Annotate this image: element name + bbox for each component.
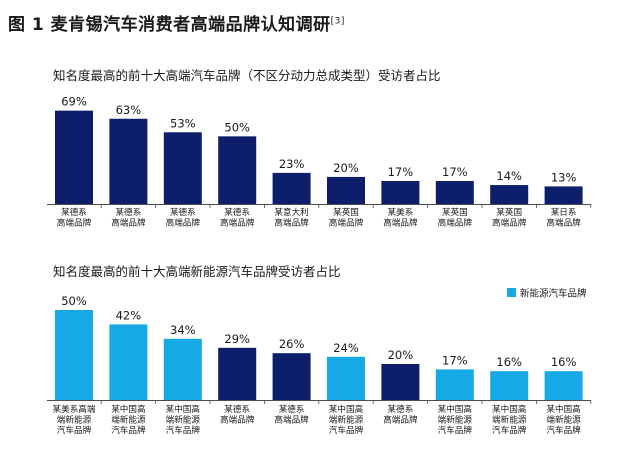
figure-title: 图 1 麦肯锡汽车消费者高端品牌认知调研[3] <box>8 15 345 35</box>
chart2-data-label: 16% <box>496 355 522 369</box>
chart1-data-label: 50% <box>224 120 250 134</box>
chart1-bar <box>435 180 474 204</box>
chart1-category-label: 某英国高端品牌 <box>329 206 364 229</box>
chart1-bar <box>218 136 257 204</box>
chart1-category-label: 某美系高端品牌 <box>383 206 418 229</box>
chart2-bar <box>55 310 93 400</box>
chart1-category-label: 某德系高端品牌 <box>57 206 92 229</box>
chart1-data-label: 17% <box>442 165 468 179</box>
chart2-category-label: 某中国高端新能源汽车品牌 <box>546 403 581 436</box>
chart1-bar <box>272 172 311 204</box>
chart2-category-label: 某中国高端新能源汽车品牌 <box>166 403 201 436</box>
chart1-bar <box>163 132 202 204</box>
chart2-category-label: 某德系高端品牌 <box>274 403 309 426</box>
chart1-data-label: 23% <box>279 157 305 171</box>
chart2-data-label: 42% <box>116 308 142 322</box>
chart1-data-label: 14% <box>496 169 522 183</box>
chart1-category-label: 某德系高端品牌 <box>111 206 146 229</box>
chart2-title: 知名度最高的前十大高端新能源汽车品牌受访者占比 <box>53 264 341 279</box>
chart1-data-label: 20% <box>333 161 359 175</box>
chart2-bar <box>544 371 583 400</box>
chart1-bar <box>55 110 93 204</box>
chart2-bar <box>218 347 257 400</box>
chart2-category-label: 某美系高端端新能源汽车品牌 <box>53 403 96 436</box>
chart2-category-label: 某中国高端新能源汽车品牌 <box>492 403 527 436</box>
chart2-bar <box>327 356 365 400</box>
chart2-bar <box>272 353 311 400</box>
chart2-data-label: 24% <box>333 341 359 355</box>
chart2-category-label: 某中国高端新能源汽车品牌 <box>438 403 473 436</box>
chart2-data-label: 34% <box>170 323 196 337</box>
figure-reference: [3] <box>330 16 345 27</box>
chart2-data-label: 29% <box>224 332 250 346</box>
chart1-data-label: 53% <box>170 116 196 130</box>
chart2-category-label: 某德系高端品牌 <box>383 403 418 426</box>
chart2-bar <box>109 324 148 400</box>
chart2-category-label: 某中国高端新能源汽车品牌 <box>329 403 364 436</box>
chart2-category-label: 某德系高端品牌 <box>220 403 255 426</box>
chart1-bar <box>109 118 148 204</box>
chart1-data-label: 63% <box>116 103 142 117</box>
chart2-bar <box>435 369 474 400</box>
chart1-data-label: 13% <box>551 170 577 184</box>
chart1-bar <box>490 185 529 204</box>
chart1-data-label: 69% <box>61 95 87 109</box>
chart1-category-label: 某英国高端品牌 <box>438 206 473 229</box>
chart2-bar <box>490 371 529 400</box>
chart2-bar <box>381 364 420 400</box>
chart2-data-label: 50% <box>61 294 87 308</box>
chart2-data-label: 17% <box>442 353 468 367</box>
chart2-bar <box>163 338 202 400</box>
chart1-bar <box>327 176 365 204</box>
chart1-category-label: 某意大利高端品牌 <box>274 206 309 229</box>
chart1-category-label: 某英国高端品牌 <box>492 206 527 229</box>
chart2-legend-label: 新能源汽车品牌 <box>520 288 587 300</box>
chart1-data-label: 17% <box>388 165 414 179</box>
chart1-category-label: 某德系高端品牌 <box>166 206 201 229</box>
chart1-category-label: 某日系高端品牌 <box>546 207 581 229</box>
chart1-category-label: 某德系高端品牌 <box>220 206 255 229</box>
chart2-data-label: 26% <box>279 337 305 351</box>
chart1-bar <box>544 186 583 204</box>
chart1-title: 知名度最高的前十大高端汽车品牌（不区分动力总成类型）受访者占比 <box>53 68 441 83</box>
chart1-bar <box>381 180 420 204</box>
chart2-legend-swatch <box>507 288 516 297</box>
chart2-data-label: 16% <box>551 355 577 369</box>
chart2-data-label: 20% <box>388 348 414 362</box>
chart2-category-label: 某中国高端新能源汽车品牌 <box>111 403 146 436</box>
